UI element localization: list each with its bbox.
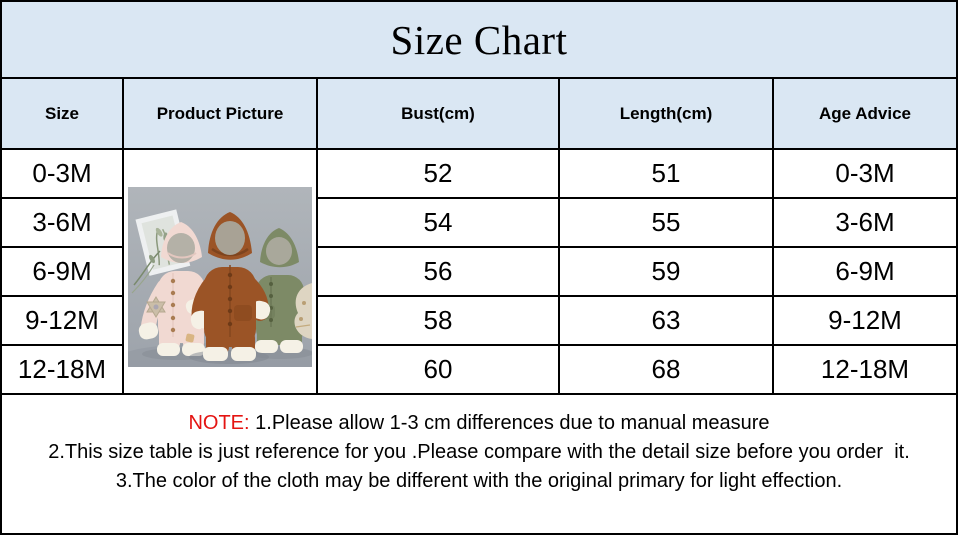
length-cell: 59: [558, 246, 774, 297]
column-header-product-picture: Product Picture: [122, 79, 318, 150]
table-row: 12-18M 60 68 12-18M: [2, 344, 956, 395]
age-cell: 0-3M: [772, 148, 956, 199]
bust-cell: 56: [316, 246, 560, 297]
note-label: NOTE:: [188, 412, 250, 434]
notes: NOTE: 1.Please allow 1-3 cm differences …: [2, 395, 956, 533]
product-photo-cell: [122, 148, 318, 395]
bust-cell: 54: [316, 197, 560, 248]
bust-cell: 52: [316, 148, 560, 199]
note-line-3: 3.The color of the cloth may be differen…: [2, 467, 956, 496]
age-cell: 9-12M: [772, 295, 956, 346]
bust-cell: 60: [316, 344, 560, 395]
table-row: 9-12M 58 63 9-12M: [2, 295, 956, 346]
length-cell: 68: [558, 344, 774, 395]
pink-romper: [138, 222, 214, 360]
column-header-size: Size: [2, 79, 124, 150]
size-cell: 9-12M: [2, 295, 124, 346]
age-cell: 12-18M: [772, 344, 956, 395]
size-cell: 3-6M: [2, 197, 124, 248]
column-header-length: Length(cm): [558, 79, 774, 150]
column-header-bust: Bust(cm): [316, 79, 560, 150]
table-row: 0-3M: [2, 148, 956, 395]
note-text-1: 1.Please allow 1-3 cm differences due to…: [249, 412, 770, 434]
length-cell: 63: [558, 295, 774, 346]
bust-cell: 58: [316, 295, 560, 346]
page-title: Size Chart: [2, 2, 956, 79]
size-cell: 0-3M: [2, 148, 124, 199]
note-text-2: 2.This size table is just reference for …: [48, 441, 910, 463]
length-cell: 55: [558, 197, 774, 248]
note-text-3: 3.The color of the cloth may be differen…: [115, 470, 843, 492]
size-cell: 6-9M: [2, 246, 124, 297]
age-cell: 6-9M: [772, 246, 956, 297]
note-line-2: 2.This size table is just reference for …: [2, 438, 956, 467]
bead-prop: [185, 333, 195, 343]
header-row: Size Product Picture Bust(cm) Length(cm)…: [2, 79, 956, 150]
beige-toy-prop: [294, 283, 312, 339]
age-cell: 3-6M: [772, 197, 956, 248]
size-table: Size Product Picture Bust(cm) Length(cm)…: [2, 79, 956, 395]
product-photo: [128, 187, 312, 367]
table-row: 6-9M 56 59 6-9M: [2, 246, 956, 297]
brown-romper: [189, 212, 271, 364]
size-cell: 12-18M: [2, 344, 124, 395]
length-cell: 51: [558, 148, 774, 199]
star-prop: [146, 296, 166, 318]
column-header-age-advice: Age Advice: [772, 79, 956, 150]
table-row: 3-6M 54 55 3-6M: [2, 197, 956, 248]
product-photo-illustration: [128, 187, 312, 367]
note-line-1: NOTE: 1.Please allow 1-3 cm differences …: [2, 409, 956, 438]
